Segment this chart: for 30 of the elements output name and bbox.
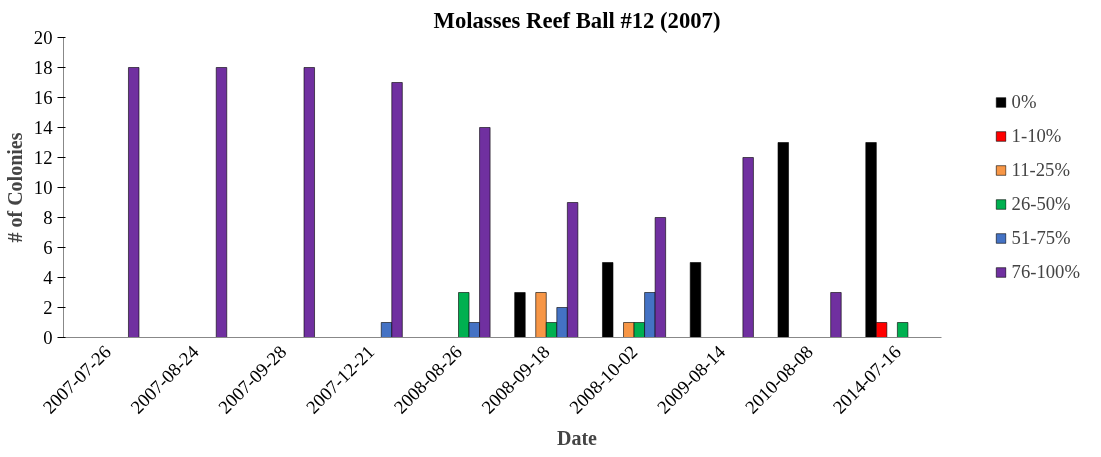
legend-label: 76-100% — [1011, 261, 1080, 283]
y-tick-label: 12 — [33, 147, 53, 168]
y-tick-label: 20 — [33, 27, 53, 48]
bar — [514, 292, 526, 338]
x-axis-title: Date — [557, 427, 598, 450]
y-tick-label: 4 — [43, 267, 54, 288]
y-tick-label: 6 — [43, 237, 53, 258]
y-axis-title: # of Colonies — [3, 132, 26, 243]
legend-label: 11-25% — [1011, 159, 1070, 181]
bar — [897, 322, 909, 338]
y-tick-label: 0 — [43, 327, 53, 348]
bar — [689, 262, 702, 338]
y-tick-label: 2 — [43, 297, 53, 318]
y-tick-label: 14 — [33, 117, 54, 138]
legend-label: 0% — [1011, 91, 1037, 113]
bar — [602, 262, 614, 338]
legend-label: 1-10% — [1011, 125, 1062, 147]
chart-title: Molasses Reef Ball #12 (2007) — [433, 7, 721, 33]
y-tick-label: 18 — [33, 57, 53, 78]
y-tick-label: 10 — [33, 177, 53, 198]
bar — [830, 292, 842, 338]
bar — [303, 67, 315, 338]
legend-label: 26-50% — [1011, 193, 1071, 215]
bar — [742, 157, 754, 338]
bar — [215, 67, 228, 338]
bar — [128, 67, 140, 338]
y-tick-label: 8 — [43, 207, 53, 228]
legend-label: 51-75% — [1011, 227, 1071, 249]
bar — [777, 142, 789, 338]
y-tick-label: 16 — [33, 87, 53, 108]
